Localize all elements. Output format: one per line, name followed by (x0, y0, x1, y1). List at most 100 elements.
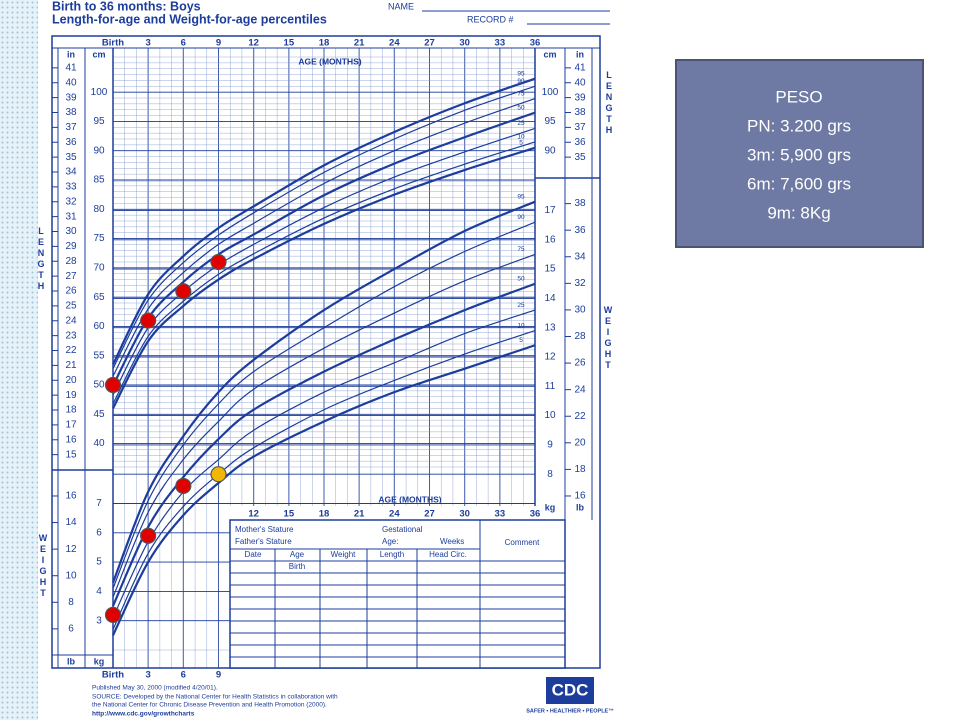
y2-tick-label: 36 (65, 137, 77, 148)
note-line: 3m: 5,900 grs (747, 145, 851, 164)
y-tick-label: 12 (544, 352, 556, 363)
y2-tick-label: 29 (65, 241, 77, 252)
data-point (210, 466, 227, 483)
x-tick-label: 6 (181, 670, 186, 681)
y-axis-label: LENGTH (604, 70, 614, 136)
y-tick-label: 60 (93, 321, 105, 332)
y-tick-label: 45 (93, 409, 105, 420)
unit-label: lb (576, 502, 585, 512)
x-tick-label: 24 (389, 38, 400, 49)
x-tick-label: Birth (102, 38, 124, 49)
y2-tick-label: 36 (574, 137, 586, 148)
x-tick-label: 18 (319, 38, 330, 49)
unit-label: kg (545, 502, 556, 512)
y2-tick-label: 34 (65, 167, 77, 178)
data-point (140, 527, 157, 544)
y2-tick-label: 30 (65, 226, 77, 237)
table-label: Gestational (382, 525, 423, 534)
y2-tick-label: 41 (65, 63, 77, 74)
y-tick-label: 90 (93, 145, 105, 156)
data-point (175, 477, 192, 495)
y2-tick-label: 37 (65, 122, 77, 133)
y-tick-label: 14 (544, 293, 556, 304)
y2-tick-label: 12 (65, 544, 77, 555)
y-tick-label: 100 (91, 87, 108, 98)
y-tick-label: 95 (544, 116, 556, 127)
curve-label: 10 (517, 134, 525, 141)
unit-label: cm (543, 49, 556, 59)
table-header: Age (290, 550, 305, 559)
percentile-curve (112, 146, 536, 409)
y2-tick-label: 38 (574, 198, 586, 209)
y2-tick-label: 36 (574, 225, 586, 236)
x-tick-label: 18 (319, 509, 330, 520)
y2-tick-label: 25 (65, 301, 77, 312)
logo-box (546, 677, 594, 704)
y-tick-label: 40 (93, 438, 105, 449)
curve-label: 5 (519, 337, 523, 344)
unit-label: in (67, 49, 75, 59)
table-header: Date (245, 550, 262, 559)
y-tick-label: 80 (93, 204, 105, 215)
y-tick-label: 90 (544, 145, 556, 156)
table-frame (229, 519, 566, 669)
curve-label: 90 (517, 78, 525, 85)
y2-tick-label: 15 (65, 449, 77, 460)
percentile-curve (112, 253, 536, 598)
curve-label: 25 (517, 120, 525, 127)
chart-subtitle: Length-for-age and Weight-for-age percen… (52, 12, 327, 26)
y2-tick-label: 31 (65, 211, 77, 222)
footer-url: http://www.cdc.gov/growthcharts (92, 711, 195, 718)
y2-tick-label: 39 (574, 92, 586, 103)
y2-tick-label: 27 (65, 271, 77, 282)
logo: CDC (552, 680, 589, 699)
y2-tick-label: 16 (65, 491, 77, 502)
x-tick-label: 6 (181, 38, 186, 49)
y-tick-label: 70 (93, 262, 105, 273)
data-point (175, 283, 192, 300)
y-tick-label: 13 (544, 322, 556, 333)
name-label: NAME (388, 1, 414, 11)
y-tick-label: 65 (93, 292, 105, 303)
y2-tick-label: 8 (68, 597, 74, 608)
percentile-curve (112, 344, 536, 636)
x-tick-label: 30 (459, 509, 470, 520)
y2-tick-label: 17 (65, 420, 77, 431)
footer-text: Published May 30, 2000 (modified 4/20/01… (92, 685, 218, 692)
percentile-curve (112, 85, 536, 369)
x-tick-label: 33 (495, 38, 506, 49)
y-tick-label: 16 (544, 234, 556, 245)
y-tick-label: 95 (93, 116, 105, 127)
x-tick-label: 3 (146, 38, 151, 49)
slogan: SAFER • HEALTHIER • PEOPLE™ (526, 708, 613, 714)
curve-label: 25 (517, 302, 525, 309)
y-tick-label: 5 (96, 557, 102, 568)
x-tick-label: 12 (248, 509, 259, 520)
table-label: Father's Stature (235, 537, 292, 546)
y-tick-label: 50 (93, 380, 105, 391)
x-tick-label: 33 (495, 509, 506, 520)
unit-label: lb (67, 656, 76, 666)
x-tick-label: 27 (424, 509, 435, 520)
y2-tick-label: 37 (574, 122, 586, 133)
data-point (104, 376, 122, 394)
record-table: Mother's Stature Gestational Father's St… (229, 519, 566, 669)
data-point (104, 606, 122, 623)
y2-tick-label: 35 (574, 152, 586, 163)
percentile-curve (111, 200, 536, 584)
y2-tick-label: 14 (65, 517, 77, 528)
x-tick-label: 30 (459, 38, 470, 49)
y2-tick-label: 26 (574, 358, 586, 369)
y-axis-label: WEIGHT (603, 305, 613, 371)
percentile-curve (112, 141, 536, 405)
y2-tick-label: 6 (68, 624, 74, 635)
x-tick-label: 15 (284, 509, 295, 520)
y2-tick-label: 18 (65, 405, 77, 416)
mid-axis-band (230, 506, 536, 520)
y2-tick-label: 21 (65, 360, 77, 371)
y2-tick-label: 33 (65, 182, 77, 193)
y-tick-label: 7 (96, 498, 102, 509)
x-tick-label: 27 (424, 38, 435, 49)
x-tick-label: 21 (354, 509, 365, 520)
footer-text: the National Center for Chronic Disease … (92, 702, 327, 709)
